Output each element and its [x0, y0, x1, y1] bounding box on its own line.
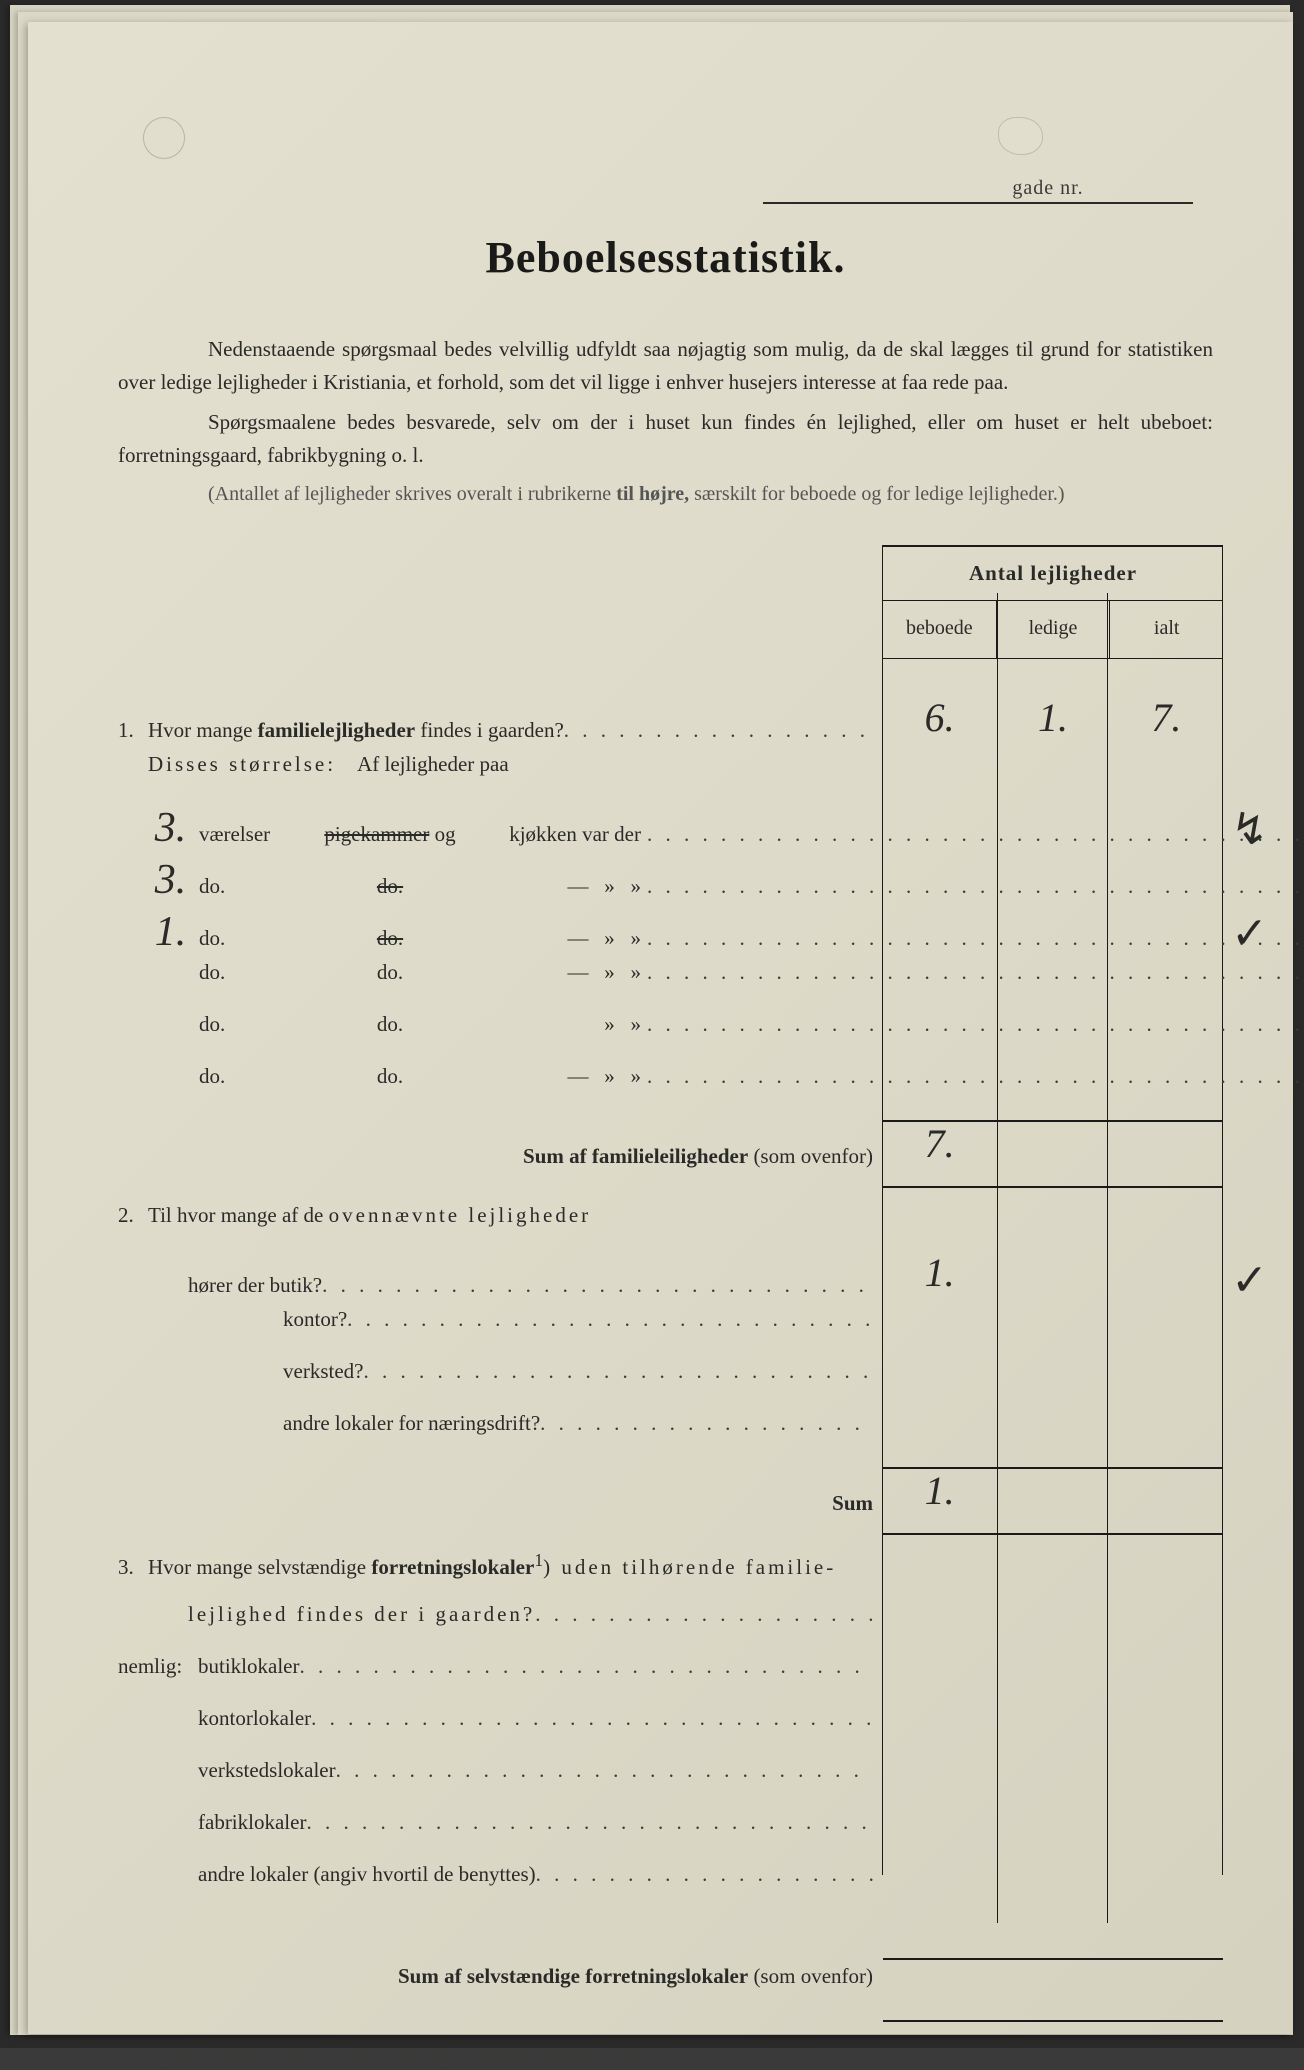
q1-beboede: 6. — [883, 694, 996, 741]
margin-check-butik: ✓ — [1231, 1255, 1268, 1306]
q1-sum: Sum af familieleiligheder (som ovenfor) … — [118, 1126, 1213, 1178]
q2-butik: hører der butik? 1. ✓ — [118, 1255, 1213, 1307]
q1-size-row-6: do. do. — » » — [118, 1064, 1213, 1116]
q1-main: 1. Hvor mange familielejligheder findes … — [118, 700, 1213, 752]
q1-size-row-5: do. do. » » — [118, 1012, 1213, 1064]
gade-nr-label: gade nr. — [1012, 177, 1083, 199]
q3-verksted: verkstedslokaler — [118, 1758, 1213, 1810]
q2-andre: andre lokaler for næringsdrift? — [118, 1411, 1213, 1463]
margin-check-1: ↯ — [1231, 804, 1268, 855]
form-content: Antal lejligheder beboede ledige ialt 1.… — [118, 545, 1213, 2016]
rooms-2: 3. — [148, 856, 193, 904]
q2-kontor: kontor? — [118, 1307, 1213, 1359]
col-beboede: beboede — [883, 601, 996, 658]
footnote: 1) Kan et bestemt antal «lokaler» ikke a… — [118, 2046, 1213, 2070]
q1-size-row-3: 1. do. do. — » » 1 1. ✓ — [118, 908, 1213, 960]
sum-rule-bottom — [883, 1186, 1223, 1188]
q1-size-row-4: do. do. — » » — [118, 960, 1213, 1012]
q1-ialt: 7. — [1110, 694, 1223, 741]
q1-size-row-2: 3. do. do. — » » 3 3 — [118, 856, 1213, 908]
q2-sum-val: 1. — [883, 1467, 996, 1514]
intro-p2-text: Spørgsmaalene bedes besvarede, selv om d… — [118, 410, 1213, 467]
col-ialt: ialt — [1109, 601, 1223, 658]
q1-ledige: 1. — [996, 694, 1109, 741]
q3-andre: andre lokaler (angiv hvortil de benyttes… — [118, 1862, 1213, 1914]
q1-sum-val: 7. — [883, 1120, 996, 1167]
q3-sum: Sum af selvstændige forretningslokaler (… — [118, 1964, 1213, 2016]
q2-sum: Sum 1. — [118, 1473, 1213, 1525]
q2-butik-val: 1. — [883, 1249, 996, 1296]
q3-line2: lejlighed findes der i gaarden? — [118, 1602, 1213, 1654]
column-headers: Antal lejligheder beboede ledige ialt — [883, 545, 1223, 659]
q2-line1: 2. Til hvor mange af de ovennævnte lejli… — [118, 1203, 1213, 1255]
rooms-1: 3. — [148, 804, 193, 852]
columns-title: Antal lejligheder — [883, 547, 1223, 600]
intro-paragraph-2: Spørgsmaalene bedes besvarede, selv om d… — [118, 406, 1213, 471]
q1-size-row-1: 3. værelser pigekammer og kjøkken var de… — [118, 804, 1213, 856]
q3-butik: nemlig: butiklokaler — [118, 1654, 1213, 1706]
margin-check-3: ✓ — [1231, 908, 1268, 959]
q3-kontor: kontorlokaler — [118, 1706, 1213, 1758]
q3-fabrik: fabriklokaler — [118, 1810, 1213, 1862]
form-rows: 1. Hvor mange familielejligheder findes … — [118, 545, 1213, 2016]
document-title: Beboelsesstatistik. — [118, 232, 1213, 283]
scan-background: gade nr. Beboelsesstatistik. Nedenstaaen… — [0, 0, 1304, 2048]
document-page: gade nr. Beboelsesstatistik. Nedenstaaen… — [28, 22, 1293, 2034]
intro-p1-text: Nedenstaaende spørgsmaal bedes velvillig… — [118, 337, 1213, 394]
punch-hole-left — [143, 117, 185, 159]
col-ledige: ledige — [996, 601, 1110, 658]
intro-paragraph-1: Nedenstaaende spørgsmaal bedes velvillig… — [118, 333, 1213, 398]
rooms-3: 1. — [148, 908, 193, 956]
q1-disses: Disses størrelse: Af lejligheder paa — [118, 752, 1213, 804]
sum-rule-top — [883, 1120, 1223, 1122]
street-number-field: gade nr. — [763, 177, 1193, 204]
q2-verksted: verksted? — [118, 1359, 1213, 1411]
intro-paragraph-3: (Antallet af lejligheder skrives overalt… — [118, 479, 1213, 510]
punch-hole-right — [998, 117, 1043, 155]
q3-line1: 3. Hvor mange selvstændige forretningslo… — [118, 1550, 1213, 1602]
